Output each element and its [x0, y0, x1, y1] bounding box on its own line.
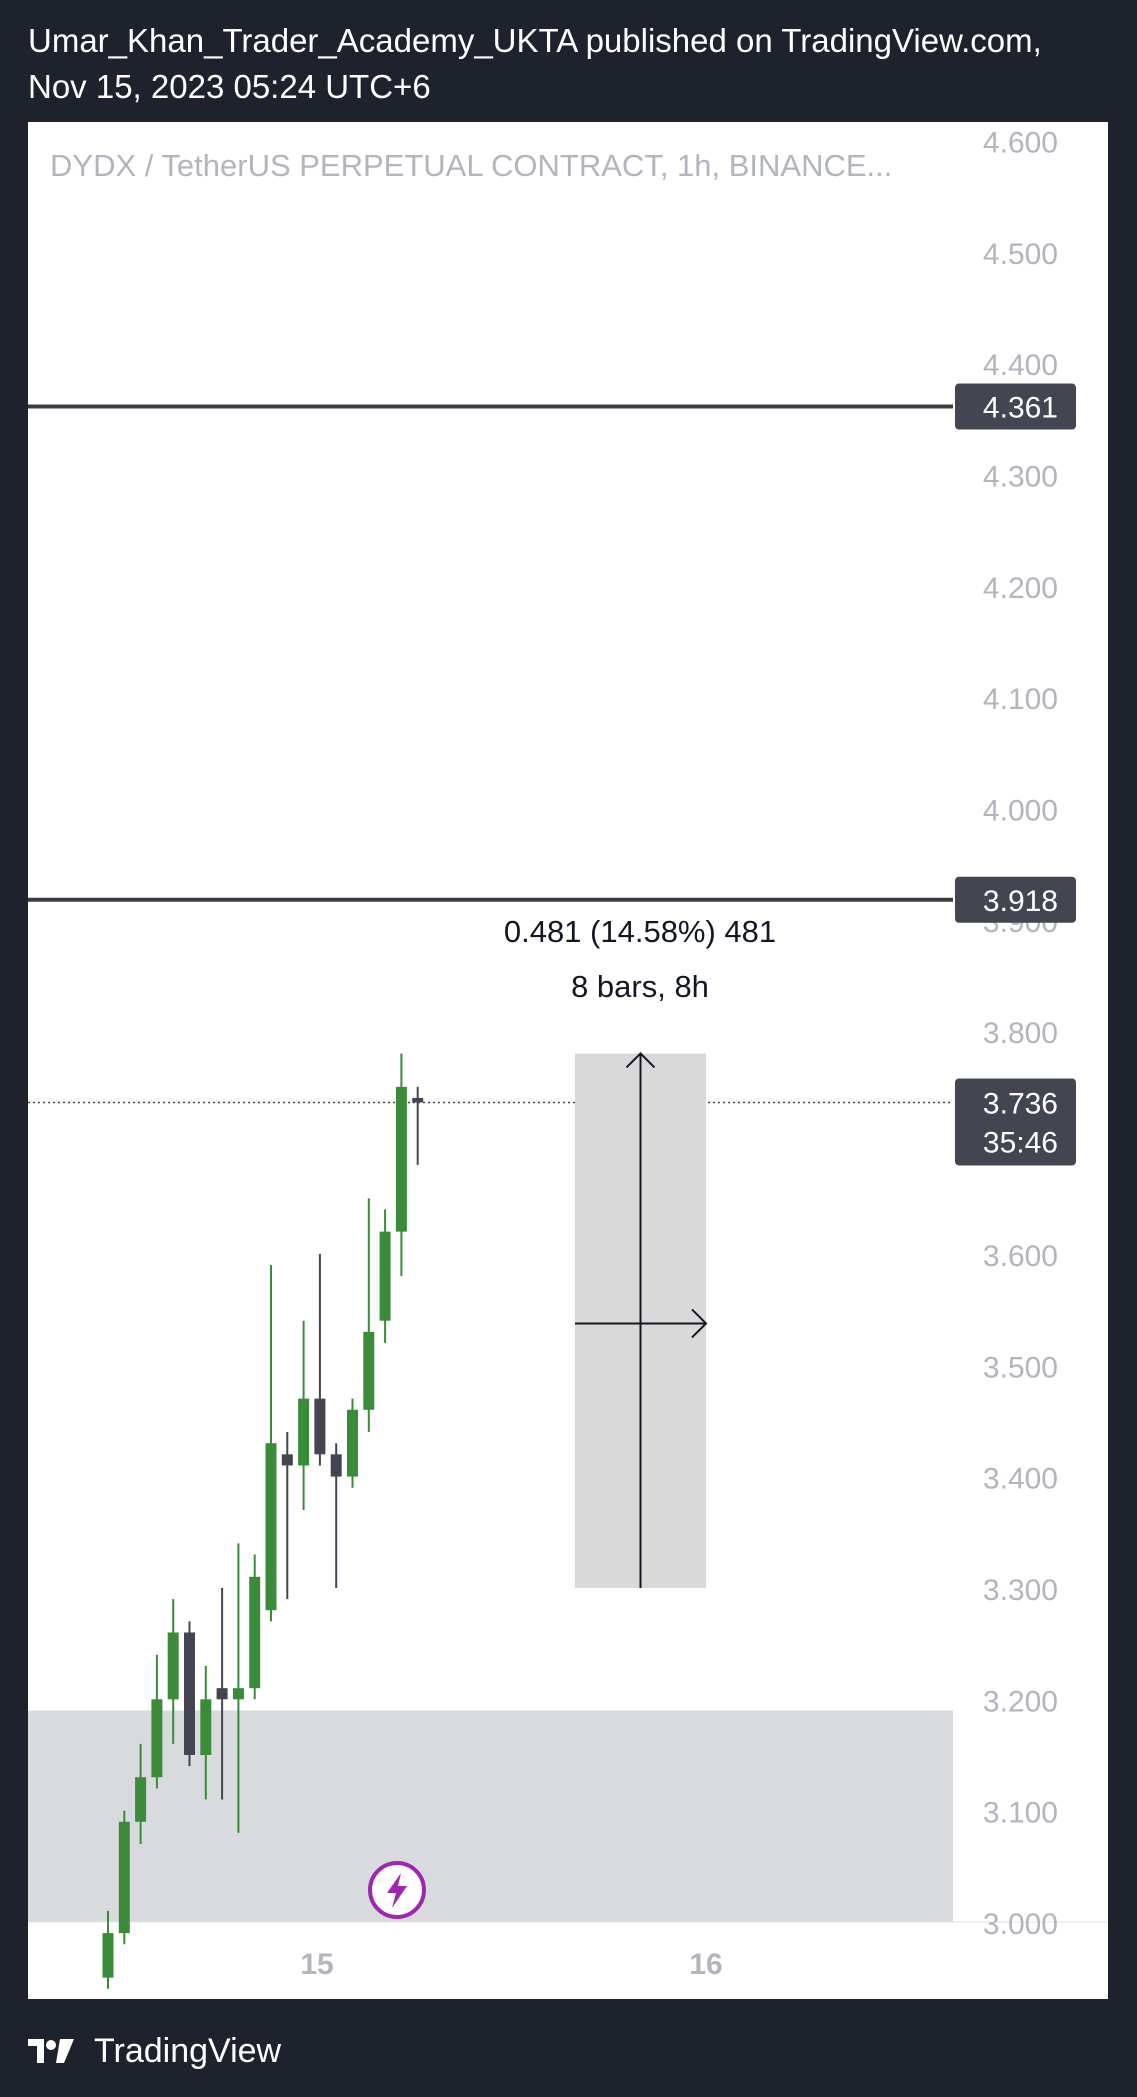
y-tick-label: 4.100	[983, 683, 1058, 716]
level-price-badge	[955, 876, 1076, 923]
y-tick-label: 3.500	[983, 1351, 1058, 1384]
measure-arrow-head-right	[691, 1308, 708, 1339]
publisher-line: Umar_Khan_Trader_Academy_UKTA published …	[28, 22, 1042, 59]
current-price-badge	[955, 1078, 1076, 1166]
candle-body	[232, 1688, 244, 1700]
candle-body	[151, 1699, 163, 1778]
candle-body	[330, 1454, 342, 1477]
candle-body	[249, 1576, 261, 1689]
y-tick-label: 4.500	[983, 238, 1058, 271]
candle-body	[363, 1331, 375, 1410]
chart-canvas[interactable]: 4.6004.5004.4004.3004.2004.1004.0003.900…	[28, 122, 1108, 1999]
candle-body	[314, 1398, 326, 1455]
y-tick-label: 4.000	[983, 795, 1058, 828]
candle-body	[281, 1454, 293, 1466]
candle-body	[184, 1632, 195, 1755]
y-tick-label: 3.200	[983, 1685, 1058, 1718]
lightning-bolt-glyph	[387, 1873, 407, 1908]
level-price-label: 3.918	[983, 885, 1058, 918]
y-tick-label: 3.100	[983, 1797, 1058, 1830]
y-tick-label: 3.300	[983, 1574, 1058, 1607]
candle-body	[167, 1632, 179, 1700]
y-tick-label: 3.600	[983, 1240, 1058, 1273]
footer-brand[interactable]: TradingView	[28, 2028, 281, 2074]
y-tick-label: 4.600	[983, 126, 1058, 159]
candle-body	[200, 1699, 212, 1755]
publisher-info: Umar_Khan_Trader_Academy_UKTA published …	[28, 18, 1108, 110]
candle-body	[102, 1933, 114, 1978]
measure-bars-label: 8 bars, 8h	[571, 969, 709, 1004]
candle-body	[412, 1098, 424, 1103]
candle-body	[298, 1398, 310, 1466]
chart-panel[interactable]: 4.6004.5004.4004.3004.2004.1004.0003.900…	[28, 122, 1108, 1999]
tradingview-logo-icon	[28, 2039, 74, 2063]
candle-body	[118, 1821, 130, 1934]
level-price-label: 4.361	[983, 392, 1058, 425]
current-price-label: 3.736	[983, 1087, 1058, 1120]
y-tick-label: 3.800	[983, 1017, 1058, 1050]
candle-body	[265, 1443, 277, 1611]
level-price-badge	[955, 383, 1076, 430]
y-tick-label: 3.400	[983, 1463, 1058, 1496]
candle-body	[135, 1777, 147, 1822]
candle-body	[347, 1409, 358, 1477]
chart-title: DYDX / TetherUS PERPETUAL CONTRACT, 1h, …	[50, 148, 892, 183]
y-tick-label: 3.000	[983, 1908, 1058, 1941]
y-tick-label: 4.300	[983, 460, 1058, 493]
x-tick-label: 16	[689, 1948, 722, 1981]
measure-arrow-head-up	[625, 1052, 656, 1069]
demand-zone	[28, 1710, 953, 1922]
y-tick-label: 4.400	[983, 349, 1058, 382]
countdown-label: 35:46	[983, 1126, 1058, 1159]
candle-body	[395, 1086, 407, 1232]
candle-body	[379, 1231, 391, 1321]
brand-name: TradingView	[94, 2031, 282, 2070]
y-tick-label: 4.200	[983, 572, 1058, 605]
x-tick-label: 15	[300, 1948, 333, 1981]
candle-body	[216, 1688, 228, 1700]
measure-change-label: 0.481 (14.58%) 481	[504, 914, 776, 949]
publish-date: Nov 15, 2023 05:24 UTC+6	[28, 68, 431, 105]
